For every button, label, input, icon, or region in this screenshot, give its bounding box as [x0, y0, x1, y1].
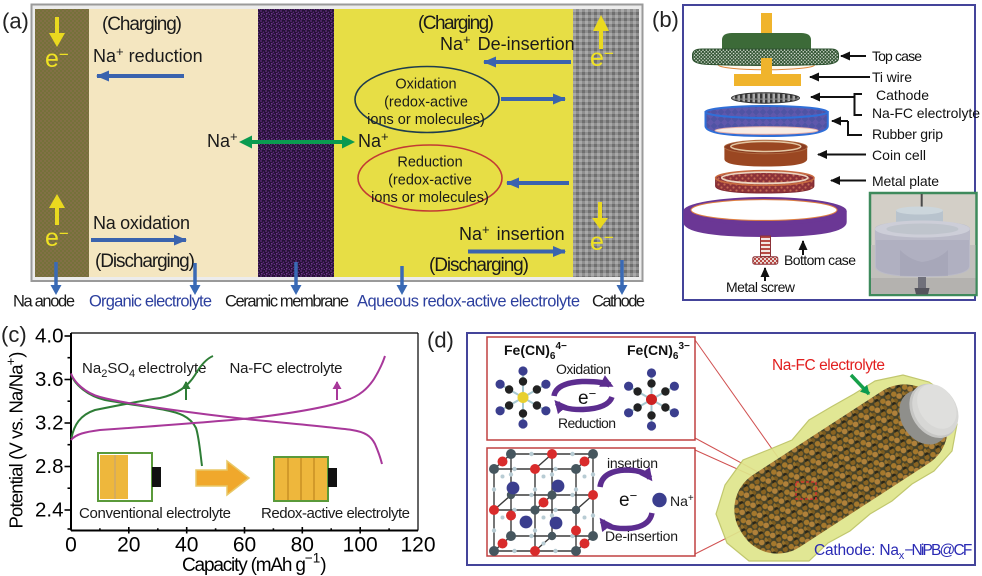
svg-text:Oxidation: Oxidation: [556, 361, 611, 377]
svg-text:80: 80: [291, 534, 314, 557]
svg-text:2.8: 2.8: [35, 455, 64, 478]
svg-text:(a): (a): [2, 9, 29, 34]
svg-text:120: 120: [400, 534, 435, 557]
svg-text:De-insertion: De-insertion: [605, 528, 678, 544]
svg-text:Reduction: Reduction: [558, 415, 616, 431]
svg-text:Capacity (mAh g−1): Capacity (mAh g−1): [182, 551, 327, 576]
svg-text:Na-FC electrolyte: Na-FC electrolyte: [772, 357, 885, 374]
svg-text:3.2: 3.2: [35, 412, 64, 435]
svg-text:Organic electrolyte: Organic electrolyte: [89, 293, 212, 311]
svg-text:60: 60: [233, 534, 256, 557]
svg-text:(c): (c): [1, 322, 27, 347]
svg-text:Na+reduction: Na+ reduction: [93, 44, 203, 66]
svg-text:Rubber grip: Rubber grip: [872, 126, 943, 142]
svg-text:Coin cell: Coin cell: [872, 147, 926, 163]
svg-text:Reduction: Reduction: [397, 155, 462, 171]
svg-text:(b): (b): [652, 7, 679, 32]
svg-text:Ceramic membrane: Ceramic membrane: [225, 293, 349, 311]
svg-text:Aqueous redox-active electroly: Aqueous redox-active electrolyte: [357, 293, 580, 311]
svg-text:(d): (d): [427, 328, 454, 353]
svg-text:100: 100: [343, 534, 378, 557]
svg-text:Na+De-insertion: Na+ De-insertion: [440, 32, 575, 54]
svg-text:Na+: Na+: [358, 129, 389, 151]
svg-text:(Discharging): (Discharging): [429, 255, 529, 276]
svg-text:(Charging): (Charging): [102, 14, 182, 35]
svg-text:4.0: 4.0: [35, 325, 64, 348]
svg-text:Potential (V vs. Na/Na+): Potential (V vs. Na/Na+): [3, 352, 27, 529]
svg-text:0: 0: [65, 534, 77, 557]
svg-text:Top case: Top case: [872, 48, 922, 64]
svg-text:ions or molecules): ions or molecules): [367, 112, 485, 128]
svg-text:Na-FC electrolyte: Na-FC electrolyte: [230, 360, 343, 377]
svg-text:Oxidation: Oxidation: [395, 77, 456, 93]
svg-text:Conventional electrolyte: Conventional electrolyte: [79, 505, 231, 522]
svg-text:Na+: Na+: [207, 129, 238, 151]
svg-text:Na anode: Na anode: [13, 293, 75, 311]
svg-text:Cathode: Cathode: [592, 293, 645, 311]
svg-text:(Charging): (Charging): [418, 13, 494, 34]
svg-text:Na oxidation: Na oxidation: [93, 213, 190, 233]
svg-text:20: 20: [117, 534, 140, 557]
svg-text:Cathode: Cathode: [876, 87, 929, 103]
svg-text:(redox-active: (redox-active: [384, 95, 468, 111]
svg-text:ions or molecules): ions or molecules): [371, 190, 489, 206]
svg-text:40: 40: [175, 534, 198, 557]
svg-text:(redox-active: (redox-active: [388, 173, 472, 189]
svg-text:Bottom case: Bottom case: [784, 252, 856, 268]
svg-text:Metal plate: Metal plate: [872, 173, 939, 189]
svg-text:(Discharging): (Discharging): [95, 251, 195, 272]
svg-text:Redox-active electrolyte: Redox-active electrolyte: [261, 505, 410, 522]
svg-text:Na+insertion: Na+ insertion: [459, 222, 565, 244]
svg-text:3.6: 3.6: [35, 368, 64, 391]
svg-text:Ti wire: Ti wire: [872, 69, 912, 85]
svg-text:Cathode: Nax−NiPB@CF: Cathode: Nax−NiPB@CF: [814, 542, 972, 562]
svg-text:Metal screw: Metal screw: [726, 279, 796, 295]
svg-text:2.4: 2.4: [35, 499, 64, 522]
svg-text:Na-FC electrolyte: Na-FC electrolyte: [872, 105, 980, 121]
